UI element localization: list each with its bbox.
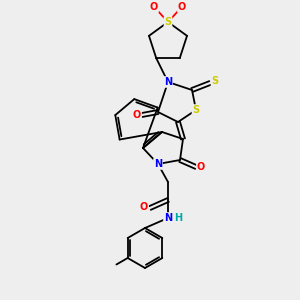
Text: N: N bbox=[164, 77, 172, 87]
Text: N: N bbox=[154, 159, 162, 169]
Text: O: O bbox=[178, 2, 186, 12]
Text: S: S bbox=[164, 17, 172, 27]
Text: O: O bbox=[133, 110, 141, 120]
Text: S: S bbox=[212, 76, 219, 86]
Text: H: H bbox=[174, 213, 182, 223]
Text: N: N bbox=[164, 213, 172, 223]
Text: O: O bbox=[150, 2, 158, 12]
Text: O: O bbox=[140, 202, 148, 212]
Text: O: O bbox=[197, 162, 205, 172]
Text: S: S bbox=[192, 105, 200, 115]
